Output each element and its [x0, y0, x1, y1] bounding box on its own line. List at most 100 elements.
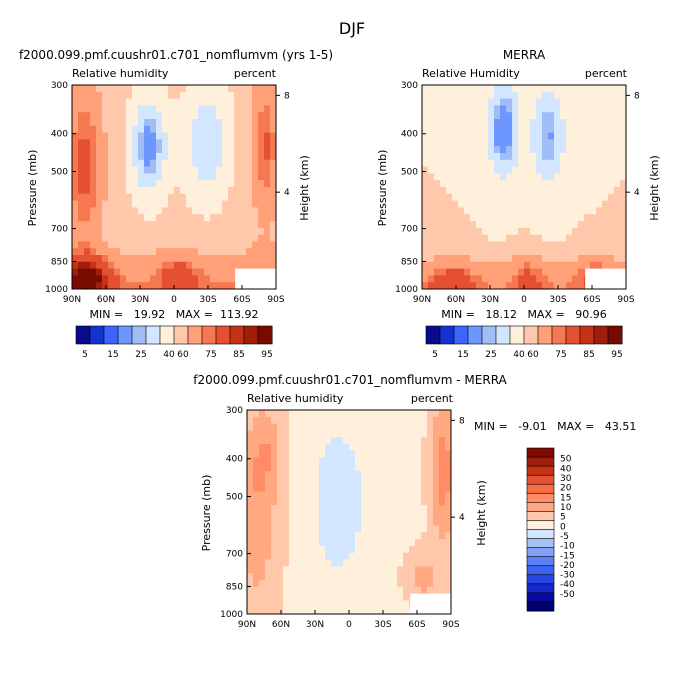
heatmap-cell — [440, 173, 447, 181]
heatmap-cell — [120, 241, 127, 249]
heatmap-cell — [572, 248, 579, 256]
colorbar-swatch — [509, 325, 525, 345]
heatmap-cell — [174, 105, 181, 113]
colorbar-label: 0 — [560, 522, 566, 532]
heatmap-cell — [240, 159, 247, 167]
heatmap-cell — [246, 241, 253, 249]
heatmap-cell — [138, 85, 145, 93]
heatmap-cell — [602, 193, 609, 201]
heatmap-cell — [174, 139, 181, 147]
heatmap-cell — [385, 593, 392, 601]
heatmap-cell — [427, 546, 434, 554]
heatmap-cell — [373, 437, 380, 445]
heatmap-cell — [439, 505, 446, 513]
heatmap-cell — [259, 444, 266, 452]
heatmap-cell — [494, 193, 501, 201]
heatmap-cell — [222, 146, 229, 154]
heatmap-cell — [542, 139, 549, 147]
heatmap-cell — [554, 214, 561, 222]
heatmap-cell — [548, 91, 555, 99]
heatmap-cell — [180, 166, 187, 174]
heatmap-cell — [271, 478, 278, 486]
heatmap-cell — [560, 159, 567, 167]
heatmap-cell — [518, 248, 525, 256]
colorbar-label: 10 — [560, 503, 572, 513]
heatmap-cell — [361, 450, 368, 458]
heatmap-cell — [126, 105, 133, 113]
heatmap-cell — [428, 85, 435, 93]
heatmap-cell — [126, 153, 133, 161]
heatmap-cell — [500, 132, 507, 140]
heatmap-cell — [596, 146, 603, 154]
heatmap-cell — [96, 193, 103, 201]
heatmap-cell — [283, 491, 290, 499]
heatmap-cell — [120, 139, 127, 147]
heatmap-cell — [422, 268, 429, 276]
heatmap-cell — [512, 261, 519, 269]
heatmap-cell — [325, 552, 332, 560]
heatmap-cell — [614, 146, 621, 154]
heatmap-cell — [421, 478, 428, 486]
heatmap-cell — [108, 261, 115, 269]
heatmap-cell — [283, 444, 290, 452]
heatmap-cell — [102, 282, 109, 290]
heatmap-cell — [186, 91, 193, 99]
heatmap-cell — [259, 471, 266, 479]
heatmap-cell — [397, 559, 404, 567]
heatmap-cell — [295, 552, 302, 560]
heatmap-cell — [247, 580, 254, 588]
heatmap-cell — [247, 525, 254, 533]
heatmap-cell — [120, 85, 127, 93]
heatmap-cell — [102, 193, 109, 201]
heatmap-cell — [156, 255, 163, 263]
heatmap-cell — [283, 559, 290, 567]
heatmap-cell — [530, 261, 537, 269]
heatmap-cell — [295, 525, 302, 533]
heatmap-cell — [210, 139, 217, 147]
heatmap-cell — [253, 505, 260, 513]
heatmap-cell — [445, 437, 452, 445]
heatmap-cell — [343, 539, 350, 547]
heatmap-cell — [198, 268, 205, 276]
heatmap-cell — [234, 105, 241, 113]
heatmap-cell — [397, 491, 404, 499]
heatmap-cell — [144, 91, 151, 99]
heatmap-cell — [548, 153, 555, 161]
heatmap-cell — [216, 112, 223, 120]
heatmap-cell — [90, 268, 97, 276]
heatmap-cell — [204, 275, 211, 283]
heatmap-cell — [126, 248, 133, 256]
heatmap-cell — [198, 139, 205, 147]
heatmap-cell — [458, 159, 465, 167]
heatmap-cell — [72, 91, 79, 99]
heatmap-cell — [313, 586, 320, 594]
heatmap-cell — [319, 444, 326, 452]
heatmap-cell — [114, 91, 121, 99]
heatmap-cell — [446, 98, 453, 106]
heatmap-cell — [458, 139, 465, 147]
heatmap-cell — [590, 261, 597, 269]
heatmap-cell — [331, 512, 338, 520]
heatmap-cell — [253, 600, 260, 608]
heatmap-cell — [222, 139, 229, 147]
heatmap-cell — [554, 227, 561, 235]
heatmap-cell — [524, 234, 531, 242]
heatmap-cell — [337, 512, 344, 520]
heatmap-cell — [289, 546, 296, 554]
min-max-stats: MIN = -9.01 MAX = 43.51 — [474, 420, 636, 433]
heatmap-cell — [301, 552, 308, 560]
heatmap-cell — [391, 423, 398, 431]
heatmap-cell — [264, 193, 271, 201]
heatmap-cell — [186, 139, 193, 147]
heatmap-cell — [355, 430, 362, 438]
heatmap-cell — [440, 248, 447, 256]
heatmap-cell — [440, 146, 447, 154]
heatmap-cell — [252, 261, 259, 269]
heatmap-cell — [409, 539, 416, 547]
heatmap-cell — [391, 478, 398, 486]
heatmap-cell — [337, 600, 344, 608]
heatmap-cell — [283, 416, 290, 424]
heatmap-cell — [265, 471, 272, 479]
heatmap-cell — [602, 112, 609, 120]
heatmap-cell — [90, 146, 97, 154]
